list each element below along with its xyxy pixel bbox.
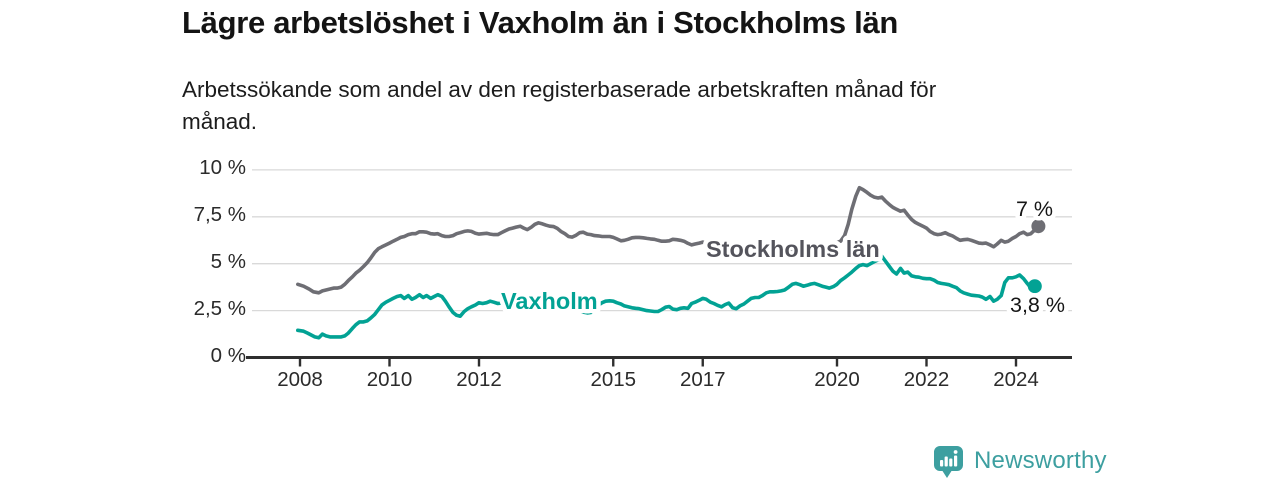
x-tick-label: 2012	[456, 368, 502, 391]
x-tick-label: 2017	[679, 368, 726, 391]
y-tick-label: 10 %	[199, 155, 246, 179]
logo-bar-1	[940, 460, 944, 467]
series-end-dot-stockholms-lan	[1031, 219, 1046, 234]
chart-subtitle: Arbetssökande som andel av den registerb…	[182, 74, 1142, 138]
x-tick-label: 2022	[903, 368, 950, 391]
series-label-vaxholm-halo: Vaxholm	[501, 288, 598, 314]
y-tick-label: 2,5 %	[193, 296, 246, 320]
x-tick-label: 2015	[590, 368, 637, 391]
x-tick-label: 2008	[277, 368, 323, 391]
series-end-dot-vaxholm	[1027, 279, 1042, 294]
newsworthy-logo-icon	[934, 446, 963, 478]
logo-bubble-shape	[934, 446, 963, 478]
end-value-label-stockholms-lan-halo: 7 %	[1016, 197, 1053, 221]
logo-exclamation-dot	[953, 450, 958, 454]
series-line-stockholms-lan	[295, 185, 1041, 295]
end-value-label-stockholms-lan: 7 %	[1016, 197, 1053, 221]
logo-exclamation-bar	[954, 455, 958, 467]
y-tick-label: 0 %	[210, 343, 246, 367]
logo-bar-3	[949, 458, 953, 467]
series-line-vaxholm	[295, 254, 1037, 340]
chart-subtitle-line-1: Arbetssökande som andel av den registerb…	[182, 77, 937, 102]
logo-bar-2	[944, 456, 948, 467]
end-value-label-vaxholm-halo: 3,8 %	[1010, 293, 1065, 317]
x-axis-tick-marks	[298, 357, 1018, 367]
x-tick-label: 2020	[814, 368, 860, 391]
chart-title: Lägre arbetslöshet i Vaxholm än i Stockh…	[182, 5, 899, 40]
newsworthy-logo-text: Newsworthy	[974, 447, 1107, 474]
x-tick-label: 2024	[993, 368, 1039, 391]
x-tick-label: 2010	[366, 368, 413, 391]
y-tick-label: 5 %	[210, 249, 246, 273]
series-label-stockholms-lan: Stockholms län	[706, 236, 880, 262]
series-label-stockholms-lan-halo: Stockholms län	[706, 236, 880, 262]
end-value-label-vaxholm: 3,8 %	[1010, 293, 1065, 317]
chart-subtitle-line-2: månad.	[182, 109, 258, 134]
y-tick-label: 7,5 %	[193, 202, 246, 226]
series-label-vaxholm: Vaxholm	[501, 288, 598, 314]
